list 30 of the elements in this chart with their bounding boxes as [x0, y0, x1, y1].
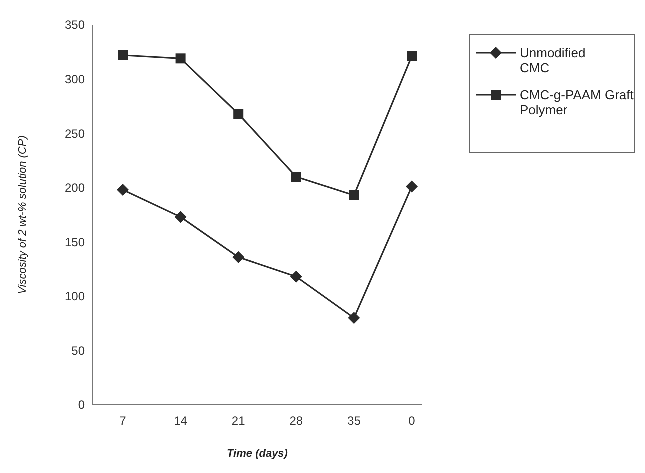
- point: [118, 50, 128, 60]
- legend-label: Unmodified CMC: [520, 46, 586, 76]
- point: [117, 184, 129, 196]
- y-tick-label: 150: [64, 235, 86, 250]
- point: [348, 312, 360, 324]
- point: [176, 54, 186, 64]
- y-tick-label: 0: [78, 398, 86, 412]
- point: [290, 270, 302, 283]
- x-tick-label: 35: [348, 414, 362, 428]
- point: [174, 211, 187, 224]
- legend-label: CMC-g-PAAM Graft Polymer: [520, 88, 634, 118]
- x-axis-title: Time (days): [227, 448, 288, 460]
- x-tick-label: 28: [290, 414, 304, 428]
- y-tick-label: 350: [64, 18, 86, 32]
- y-axis-title: Viscosity of 2 wt-% solution (CP): [17, 135, 29, 294]
- point: [407, 51, 417, 62]
- point: [232, 251, 245, 264]
- x-tick-label: 7: [120, 414, 127, 428]
- point: [291, 172, 302, 182]
- point: [234, 109, 244, 120]
- y-tick-label: 100: [64, 290, 86, 304]
- x-tick-label: 0: [408, 414, 416, 428]
- point: [406, 180, 418, 193]
- x-tick-label: 14: [174, 414, 188, 428]
- x-tick-label: 21: [232, 414, 246, 428]
- y-tick-label: 300: [64, 72, 86, 86]
- y-tick-label: 250: [64, 126, 86, 141]
- point: [349, 190, 360, 200]
- y-tick-label: 50: [72, 344, 86, 358]
- y-tick-label: 200: [64, 181, 86, 196]
